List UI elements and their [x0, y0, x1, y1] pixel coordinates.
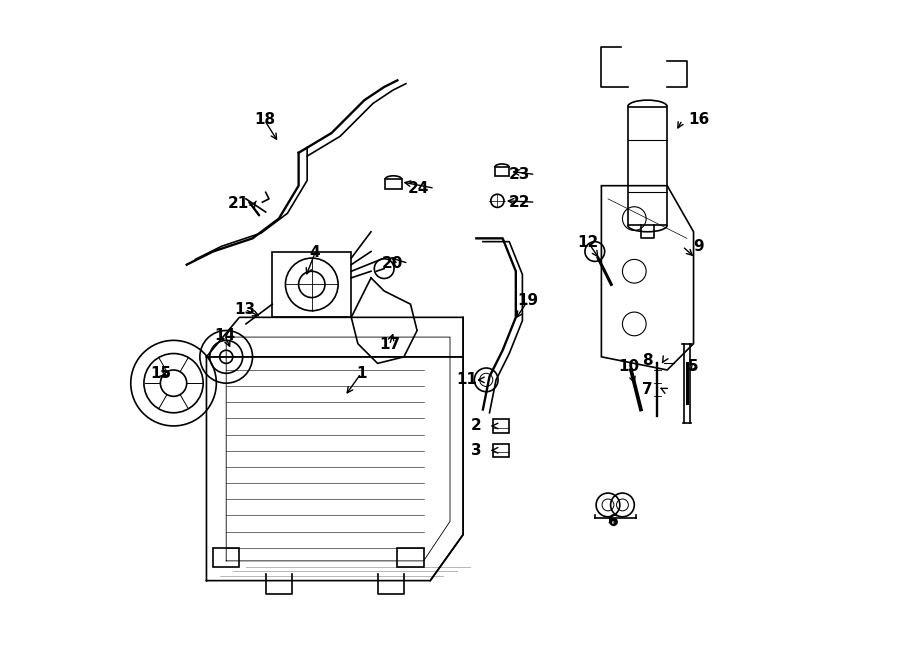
- Text: 15: 15: [149, 366, 171, 381]
- Text: 7: 7: [643, 382, 652, 397]
- Text: 17: 17: [379, 338, 400, 352]
- Bar: [397, 548, 424, 567]
- Text: 23: 23: [508, 167, 530, 182]
- Text: 1: 1: [356, 366, 366, 381]
- Bar: [385, 179, 402, 189]
- Bar: [493, 444, 509, 457]
- Text: 20: 20: [382, 256, 403, 271]
- Text: 3: 3: [471, 443, 482, 458]
- Text: 14: 14: [214, 329, 236, 343]
- Bar: [495, 167, 509, 176]
- Bar: [493, 419, 509, 432]
- Text: 10: 10: [618, 359, 640, 374]
- Text: 24: 24: [408, 181, 429, 196]
- Text: 8: 8: [643, 352, 652, 368]
- Bar: [627, 106, 667, 225]
- Text: 13: 13: [234, 302, 256, 317]
- Text: 5: 5: [688, 359, 699, 374]
- Bar: [213, 548, 239, 567]
- Text: 12: 12: [578, 235, 599, 250]
- Text: 11: 11: [456, 372, 477, 387]
- Text: 2: 2: [471, 418, 482, 434]
- Text: 21: 21: [228, 196, 248, 211]
- Text: 19: 19: [518, 293, 538, 309]
- Text: 22: 22: [508, 194, 530, 210]
- Text: 18: 18: [254, 112, 274, 128]
- Text: 16: 16: [688, 112, 709, 128]
- Text: 9: 9: [694, 239, 704, 254]
- Text: 6: 6: [608, 514, 618, 529]
- Bar: [273, 252, 351, 317]
- Text: 4: 4: [310, 245, 320, 260]
